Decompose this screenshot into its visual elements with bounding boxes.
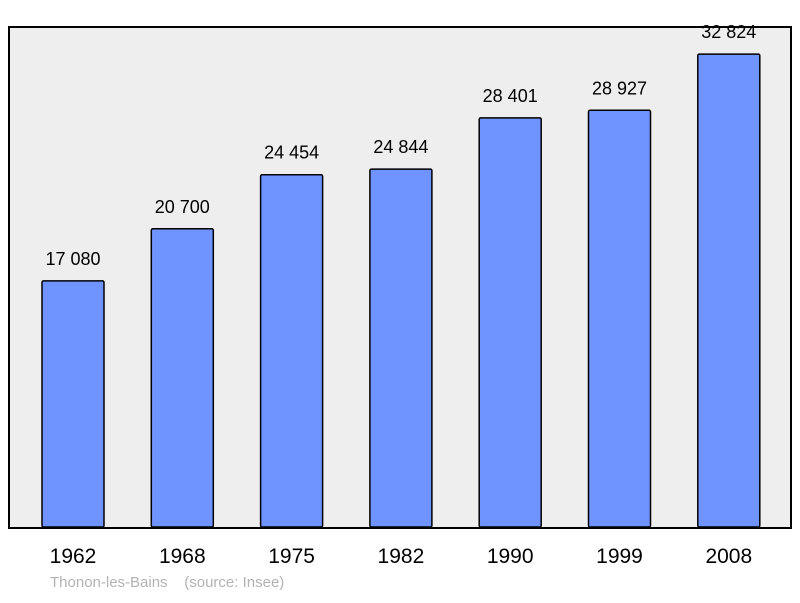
category-label-1975: 1975 (268, 545, 315, 568)
value-label-1982: 24 844 (373, 137, 428, 157)
category-label-1968: 1968 (159, 545, 206, 568)
caption-source: (source: Insee) (184, 574, 285, 591)
value-label-1968: 20 700 (155, 197, 210, 217)
category-label-1982: 1982 (378, 545, 425, 568)
bar-1982 (369, 168, 433, 528)
value-label-2008: 32 824 (701, 22, 756, 42)
bar-1999 (587, 109, 652, 528)
bar-1962 (41, 280, 105, 528)
category-label-group: 1962 1968 1975 1982 1990 1999 2008 (50, 545, 753, 568)
bar-1990 (478, 117, 542, 528)
category-label-1990: 1990 (487, 545, 534, 568)
caption-place: Thonon-les-Bains (50, 574, 168, 591)
category-label-1999: 1999 (596, 545, 643, 568)
bar-1975 (259, 173, 324, 528)
bar-1968 (150, 228, 215, 528)
category-label-1962: 1962 (50, 545, 97, 568)
bar-2008 (697, 53, 761, 528)
value-label-1990: 28 401 (483, 86, 538, 106)
category-label-2008: 2008 (705, 545, 752, 568)
value-label-group: 17 080 20 700 24 454 24 844 28 401 28 927 32 8… (45, 22, 756, 269)
bar-group (41, 53, 761, 528)
value-label-1962: 17 080 (45, 249, 100, 269)
value-label-1999: 28 927 (592, 78, 647, 98)
value-label-1975: 24 454 (264, 143, 319, 163)
source-caption: Thonon-les-Bains (source: Insee) (50, 574, 284, 591)
